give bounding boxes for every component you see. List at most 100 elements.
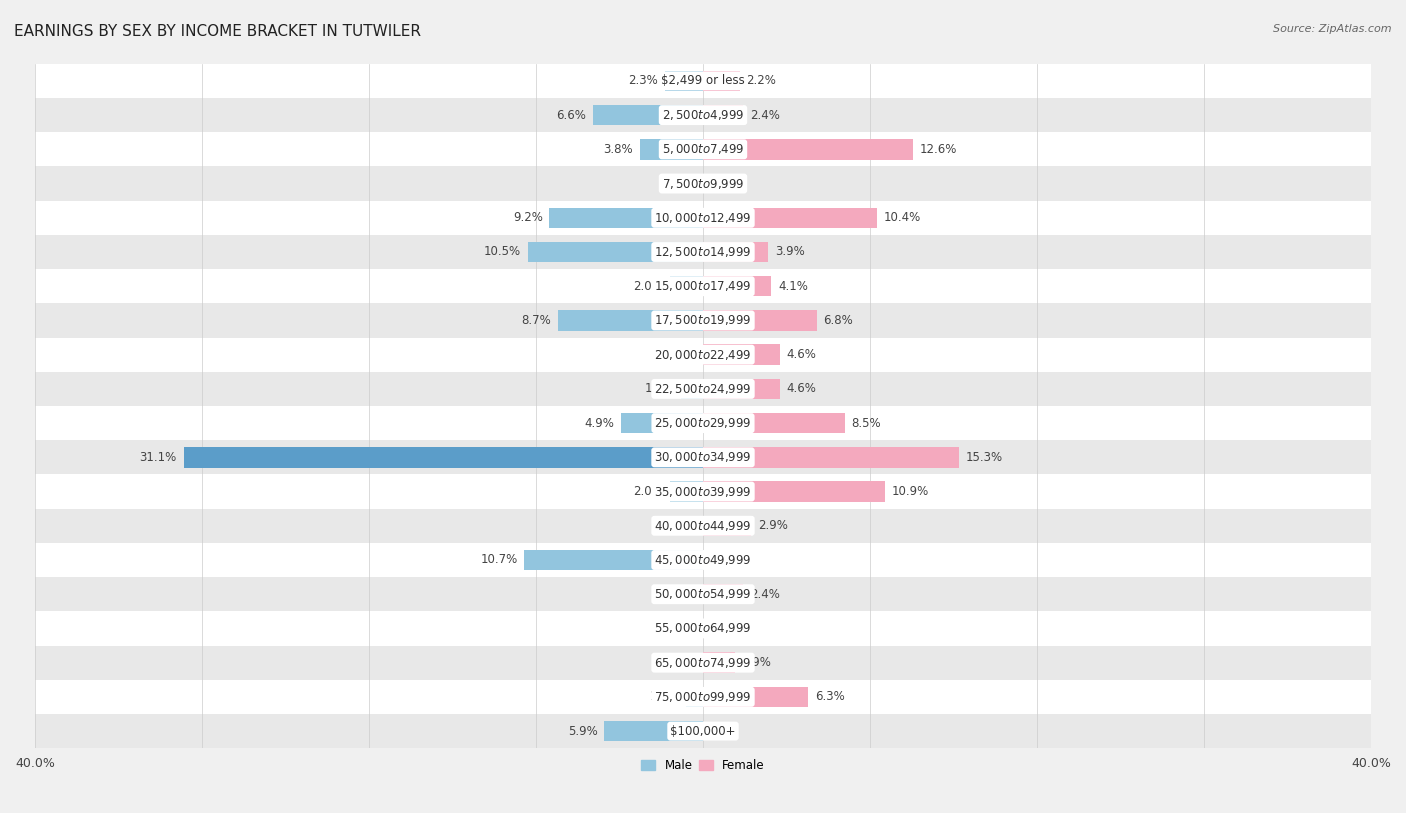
Bar [703,276,772,297]
Text: 8.7%: 8.7% [522,314,551,327]
Bar [703,515,751,536]
Text: 8.5%: 8.5% [852,416,882,429]
Bar [35,98,1371,133]
Bar [703,105,744,125]
Bar [703,481,884,502]
Bar [35,406,1371,440]
Text: $65,000 to $74,999: $65,000 to $74,999 [654,655,752,670]
Text: 0.0%: 0.0% [666,622,696,635]
Bar [703,413,845,433]
Text: 0.0%: 0.0% [666,177,696,190]
Bar [682,379,703,399]
Bar [703,345,780,365]
Bar [703,207,877,228]
Bar [524,550,703,570]
Bar [35,303,1371,337]
Text: 0.0%: 0.0% [666,348,696,361]
Text: $30,000 to $34,999: $30,000 to $34,999 [654,450,752,464]
Text: $2,500 to $4,999: $2,500 to $4,999 [662,108,744,122]
Bar [35,509,1371,543]
Bar [35,577,1371,611]
Text: 1.0%: 1.0% [650,690,679,703]
Text: $5,000 to $7,499: $5,000 to $7,499 [662,142,744,156]
Legend: Male, Female: Male, Female [637,754,769,776]
Bar [550,207,703,228]
Bar [669,276,703,297]
Bar [703,447,959,467]
Text: $75,000 to $99,999: $75,000 to $99,999 [654,690,752,704]
Bar [35,611,1371,646]
Bar [35,372,1371,406]
Bar [35,235,1371,269]
Text: 31.1%: 31.1% [139,451,177,464]
Text: 2.4%: 2.4% [749,109,780,122]
Text: 5.9%: 5.9% [568,724,598,737]
Bar [703,241,768,263]
Text: 0.0%: 0.0% [666,520,696,533]
Text: 2.0%: 2.0% [633,280,662,293]
Text: 6.6%: 6.6% [557,109,586,122]
Bar [558,311,703,331]
Bar [527,241,703,263]
Text: $25,000 to $29,999: $25,000 to $29,999 [654,416,752,430]
Bar [35,133,1371,167]
Text: $100,000+: $100,000+ [671,724,735,737]
Text: 0.0%: 0.0% [666,588,696,601]
Text: $55,000 to $64,999: $55,000 to $64,999 [654,621,752,636]
Text: 0.0%: 0.0% [710,724,740,737]
Text: $45,000 to $49,999: $45,000 to $49,999 [654,553,752,567]
Text: 3.8%: 3.8% [603,143,633,156]
Bar [35,63,1371,98]
Text: $15,000 to $17,499: $15,000 to $17,499 [654,279,752,293]
Bar [703,139,914,159]
Text: 4.6%: 4.6% [786,382,817,395]
Text: 2.4%: 2.4% [749,588,780,601]
Text: 4.6%: 4.6% [786,348,817,361]
Text: 10.7%: 10.7% [481,554,517,567]
Bar [703,311,817,331]
Text: 12.6%: 12.6% [920,143,957,156]
Bar [703,652,735,673]
Text: $35,000 to $39,999: $35,000 to $39,999 [654,485,752,498]
Bar [605,721,703,741]
Text: 0.0%: 0.0% [710,554,740,567]
Text: $40,000 to $44,999: $40,000 to $44,999 [654,519,752,533]
Text: 1.9%: 1.9% [741,656,772,669]
Text: 4.1%: 4.1% [778,280,808,293]
Bar [35,201,1371,235]
Bar [35,680,1371,714]
Text: $12,500 to $14,999: $12,500 to $14,999 [654,245,752,259]
Text: $50,000 to $54,999: $50,000 to $54,999 [654,587,752,602]
Text: 10.9%: 10.9% [891,485,929,498]
Bar [35,543,1371,577]
Text: 2.2%: 2.2% [747,75,776,87]
Bar [703,584,744,605]
Bar [593,105,703,125]
Bar [703,71,740,91]
Text: 10.5%: 10.5% [484,246,522,259]
Bar [665,71,703,91]
Text: 15.3%: 15.3% [965,451,1002,464]
Text: $10,000 to $12,499: $10,000 to $12,499 [654,211,752,224]
Bar [669,481,703,502]
Bar [35,269,1371,303]
Text: $7,500 to $9,999: $7,500 to $9,999 [662,176,744,190]
Text: 9.2%: 9.2% [513,211,543,224]
Bar [35,167,1371,201]
Text: $20,000 to $22,499: $20,000 to $22,499 [654,348,752,362]
Text: Source: ZipAtlas.com: Source: ZipAtlas.com [1274,24,1392,34]
Text: 2.0%: 2.0% [633,485,662,498]
Bar [686,687,703,707]
Bar [35,440,1371,475]
Bar [184,447,703,467]
Text: 4.9%: 4.9% [585,416,614,429]
Bar [703,379,780,399]
Text: $2,499 or less: $2,499 or less [661,75,745,87]
Text: 0.0%: 0.0% [710,622,740,635]
Text: EARNINGS BY SEX BY INCOME BRACKET IN TUTWILER: EARNINGS BY SEX BY INCOME BRACKET IN TUT… [14,24,420,39]
Text: $17,500 to $19,999: $17,500 to $19,999 [654,314,752,328]
Bar [703,687,808,707]
Text: 0.0%: 0.0% [710,177,740,190]
Text: 6.3%: 6.3% [815,690,845,703]
Bar [621,413,703,433]
